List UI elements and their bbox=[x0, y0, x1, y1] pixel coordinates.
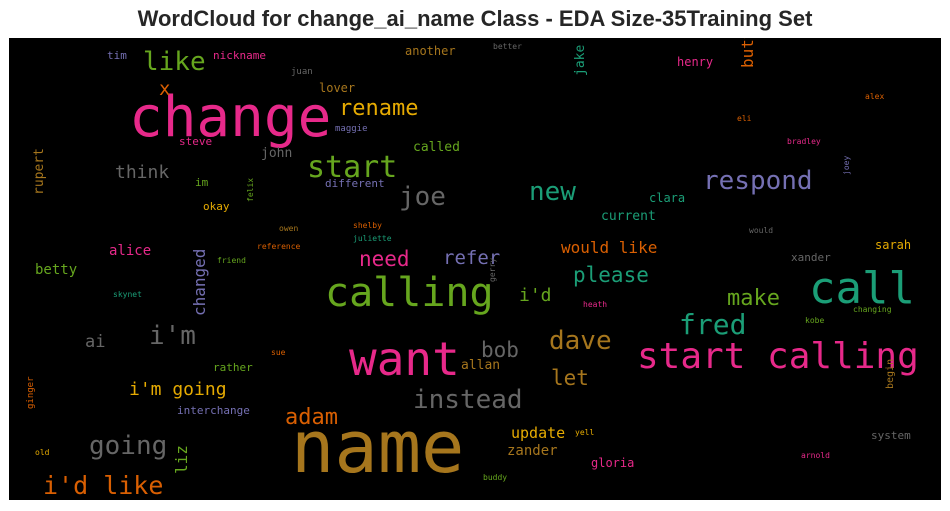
word-allan: allan bbox=[461, 358, 500, 373]
word-eli: eli bbox=[737, 114, 752, 123]
word-rather: rather bbox=[213, 361, 253, 374]
word-juan: juan bbox=[291, 67, 313, 77]
word-going: going bbox=[89, 431, 167, 461]
word-i-m-going: i'm going bbox=[129, 379, 227, 400]
word-john: john bbox=[261, 146, 292, 161]
word-another: another bbox=[405, 44, 456, 58]
word-kobe: kobe bbox=[805, 316, 824, 325]
word-bradley: bradley bbox=[787, 137, 821, 146]
word-please: please bbox=[573, 263, 649, 287]
word-update: update bbox=[511, 424, 565, 442]
word-i-m: i'm bbox=[149, 321, 196, 351]
word-buttercup: buttercup bbox=[738, 38, 757, 68]
word-x: x bbox=[159, 78, 170, 100]
word-would: would bbox=[749, 226, 773, 235]
word-system: system bbox=[871, 429, 911, 442]
word-want: want bbox=[349, 332, 460, 386]
word-friend: friend bbox=[217, 256, 246, 265]
word-felix: felix bbox=[246, 178, 255, 202]
word-ginger: ginger bbox=[26, 376, 36, 409]
word-new: new bbox=[529, 177, 576, 207]
word-gloria: gloria bbox=[591, 456, 634, 470]
word-make: make bbox=[727, 286, 780, 311]
wordcloud-canvas: name change want call calling start calling st… bbox=[9, 38, 941, 500]
word-let: let bbox=[551, 366, 589, 390]
word-maggie: maggie bbox=[335, 124, 368, 134]
word-sarah: sarah bbox=[875, 238, 911, 252]
word-different: different bbox=[325, 177, 385, 190]
word-yell: yell bbox=[575, 428, 594, 437]
word-joey: joey bbox=[842, 156, 851, 175]
word-rename: rename bbox=[339, 96, 418, 121]
word-okay: okay bbox=[203, 200, 230, 213]
word-rupert: rupert bbox=[32, 148, 47, 195]
word-interchange: interchange bbox=[177, 404, 250, 417]
word-nickname: nickname bbox=[213, 49, 266, 62]
word-calling: calling bbox=[325, 270, 494, 316]
word-old: old bbox=[35, 448, 50, 457]
word-joe: joe bbox=[399, 182, 446, 212]
word-clara: clara bbox=[649, 191, 685, 205]
word-gerry: gerry bbox=[488, 258, 497, 282]
word-heath: heath bbox=[583, 300, 607, 309]
chart-title: WordCloud for change_ai_name Class - EDA… bbox=[0, 6, 950, 32]
word-owen: owen bbox=[279, 224, 298, 233]
word-im: im bbox=[195, 176, 209, 189]
word-shelby: shelby bbox=[353, 221, 382, 230]
word-called: called bbox=[413, 140, 460, 155]
word-jake: jake bbox=[573, 45, 588, 76]
word-think: think bbox=[115, 162, 169, 183]
word-changing: changing bbox=[853, 305, 892, 314]
word-steve: steve bbox=[179, 135, 212, 148]
word-skynet: skynet bbox=[113, 290, 142, 299]
word-adam: adam bbox=[285, 405, 338, 430]
word-dave: dave bbox=[549, 326, 612, 356]
word-changed: changed bbox=[190, 249, 209, 316]
word-better: better bbox=[493, 42, 522, 51]
word-tim: tim bbox=[107, 49, 127, 62]
word-arnold: arnold bbox=[801, 451, 830, 460]
word-lover: lover bbox=[319, 81, 355, 95]
word-xander: xander bbox=[791, 251, 831, 264]
word-sue: sue bbox=[271, 348, 286, 357]
word-zander: zander bbox=[507, 443, 558, 459]
word-would-like: would like bbox=[561, 238, 657, 257]
word-start-calling: start calling bbox=[637, 336, 919, 377]
word-alice: alice bbox=[109, 243, 151, 259]
word-betty: betty bbox=[35, 262, 77, 278]
word-buddy: buddy bbox=[483, 473, 507, 482]
word-i-d: i'd bbox=[519, 285, 552, 306]
word-i-d-like: i'd like bbox=[43, 471, 163, 500]
word-henry: henry bbox=[677, 55, 713, 69]
word-current: current bbox=[601, 209, 656, 224]
word-liz: liz bbox=[172, 445, 191, 474]
word-reference: reference bbox=[257, 242, 301, 251]
word-juliette: juliette bbox=[353, 234, 392, 243]
word-like: like bbox=[143, 47, 206, 77]
word-respond: respond bbox=[703, 166, 813, 196]
word-begin: begin bbox=[885, 359, 896, 389]
word-ai: ai bbox=[85, 332, 105, 352]
word-fred: fred bbox=[679, 308, 746, 341]
word-need: need bbox=[359, 247, 410, 271]
word-alex: alex bbox=[865, 92, 884, 101]
word-instead: instead bbox=[413, 385, 523, 415]
